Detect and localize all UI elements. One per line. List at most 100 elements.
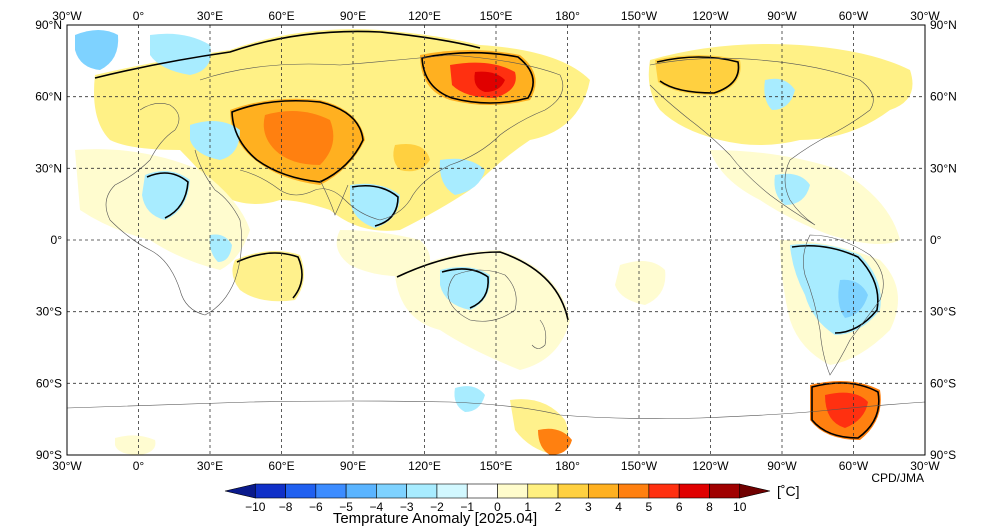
lat-label-left: 60°N <box>35 90 62 104</box>
latitude-labels-left: 90°N 60°N 30°N 0° 30°S 60°S 90°S <box>35 18 62 462</box>
colorbar-tick-label: −3 <box>400 500 414 514</box>
lon-label-top: 30°W <box>52 9 82 23</box>
africa-cool-region <box>209 234 232 262</box>
colorbar-swatch <box>315 483 347 499</box>
europe-cool-region <box>190 121 240 160</box>
lat-label-left: 0° <box>51 233 63 247</box>
colorbar-tick-label: 8 <box>706 500 713 514</box>
lon-label-top: 150°E <box>480 9 513 23</box>
lon-label-bottom: 150°E <box>480 459 513 473</box>
lon-label-top: 150°W <box>621 9 658 23</box>
lat-label-left: 60°S <box>36 376 62 390</box>
longitude-labels-bottom: 30°W 0° 30°E 60°E 90°E 120°E 150°E 180° 150°W 120… <box>52 459 940 473</box>
colorbar-swatch <box>678 483 710 499</box>
lon-label-top: 120°W <box>692 9 729 23</box>
lat-label-right: 60°S <box>930 376 956 390</box>
east-siberia-extreme-core <box>474 71 505 92</box>
lat-label-right: 90°N <box>930 18 957 32</box>
lat-label-right: 90°S <box>930 448 956 462</box>
southeast-asia-cool-region <box>350 183 400 228</box>
lat-label-left: 90°N <box>35 18 62 32</box>
antarctic-peninsula-hot-core <box>825 392 868 428</box>
southern-ocean-cool-region <box>454 386 485 412</box>
greenland-sea-cool-region <box>75 30 119 70</box>
lat-label-right: 30°N <box>930 161 957 175</box>
lon-label-bottom: 60°E <box>268 459 294 473</box>
indian-ocean-mild-region <box>336 230 430 277</box>
colorbar-swatch <box>345 483 377 499</box>
lat-label-right: 0° <box>930 233 942 247</box>
colorbar-tick-label: −2 <box>430 500 444 514</box>
lon-label-bottom: 90°E <box>340 459 366 473</box>
pacific-mild-region <box>615 261 666 305</box>
colorbar-swatch <box>497 483 529 499</box>
map-area <box>66 24 926 456</box>
mexico-cool-region <box>774 173 810 205</box>
ross-sea-warm-core <box>538 428 572 455</box>
longitude-labels-top: 30°W 0° 30°E 60°E 90°E 120°E 150°E 180° 150°W 120… <box>52 9 940 23</box>
lon-label-bottom: 30°W <box>910 459 940 473</box>
lon-label-top: 0° <box>133 9 145 23</box>
lon-label-bottom: 150°W <box>621 459 658 473</box>
colorbar-swatch <box>618 483 650 499</box>
colorbar-tick-label: −1 <box>460 500 474 514</box>
lon-label-top: 90°E <box>340 9 366 23</box>
map-grid <box>67 25 925 455</box>
australia-cool-region <box>440 266 491 310</box>
lon-label-top: 90°W <box>767 9 797 23</box>
lat-label-right: 60°N <box>930 90 957 104</box>
colorbar-swatch <box>466 483 498 499</box>
south-america-cool-core <box>838 279 868 318</box>
lon-label-bottom: 30°W <box>52 459 82 473</box>
central-america-mild-region <box>710 150 900 244</box>
colorbar-swatch <box>376 483 407 499</box>
colorbar-tick-label: 5 <box>646 500 653 514</box>
colorbar-tick-label: −10 <box>245 500 266 514</box>
colorbar-tick-label: 3 <box>585 500 592 514</box>
colorbar-swatch <box>224 483 256 499</box>
colorbar-tick-label: −5 <box>339 500 353 514</box>
colorbar-unit: [˚C] <box>777 483 800 499</box>
south-indian-warm-region <box>232 251 304 302</box>
latitude-labels-right: 90°N 60°N 30°N 0° 30°S 60°S 90°S <box>930 18 957 462</box>
lon-label-bottom: 120°E <box>408 459 441 473</box>
canada-cool-region <box>764 78 795 110</box>
colorbar-tick-label: −6 <box>309 500 323 514</box>
colorbar-swatch <box>709 483 741 499</box>
south-america-cool-region <box>790 243 881 335</box>
lon-label-bottom: 60°W <box>839 459 869 473</box>
colorbar-tick-label: 1 <box>524 500 531 514</box>
cool-anomalies <box>75 30 881 412</box>
lon-label-bottom: 0° <box>133 459 145 473</box>
antarctic-mild-region-left <box>115 435 156 455</box>
lon-label-top: 30°W <box>910 9 940 23</box>
pacific-cool-region <box>439 158 485 195</box>
colorbar-tick-label: 4 <box>615 500 622 514</box>
lat-label-right: 30°S <box>930 305 956 319</box>
lon-label-top: 120°E <box>408 9 441 23</box>
lat-label-left: 90°S <box>36 448 62 462</box>
lat-label-left: 30°N <box>35 161 62 175</box>
lon-label-bottom: 180° <box>555 459 580 473</box>
lon-label-bottom: 120°W <box>692 459 729 473</box>
colorbar-swatch <box>588 483 619 499</box>
lon-label-top: 180° <box>555 9 580 23</box>
lon-label-top: 60°E <box>268 9 294 23</box>
colorbar-tick-label: 6 <box>676 500 683 514</box>
colorbar-tick-label: 0 <box>494 500 501 514</box>
lon-label-top: 60°W <box>839 9 869 23</box>
coastlines <box>66 54 926 419</box>
china-warm-core <box>393 144 430 172</box>
lat-label-left: 30°S <box>36 305 62 319</box>
australia-mild-region <box>395 250 570 370</box>
contour-lines <box>94 30 880 439</box>
svalbard-cool-region <box>150 33 211 75</box>
colorbar-tick-label: 10 <box>733 500 747 514</box>
strong-warm-anomalies <box>230 50 881 455</box>
colorbar-swatch <box>648 483 680 499</box>
north-america-warm-core <box>655 55 741 95</box>
colorbar-swatch <box>406 483 438 499</box>
colorbar-tick-label: −8 <box>279 500 293 514</box>
colorbar-swatch <box>254 483 286 499</box>
